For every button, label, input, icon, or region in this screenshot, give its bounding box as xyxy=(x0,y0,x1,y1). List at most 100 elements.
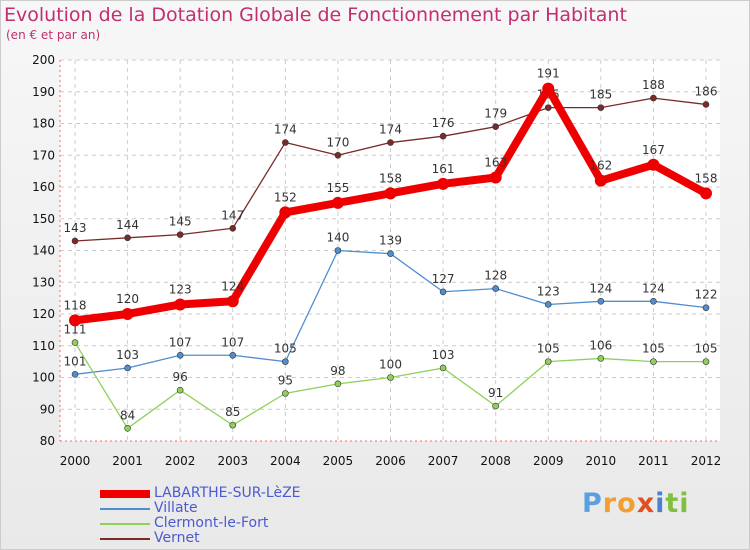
data-point-1-11 xyxy=(650,297,657,305)
data-label-3-9: 191 xyxy=(537,67,560,81)
y-tick-label-7: 150 xyxy=(32,212,55,226)
data-label-0-0: 143 xyxy=(64,221,87,235)
data-point-3-8 xyxy=(489,171,502,184)
data-point-1-9 xyxy=(544,301,552,308)
data-point-2-10 xyxy=(597,355,605,362)
data-label-2-7: 103 xyxy=(432,348,455,362)
data-point-3-0 xyxy=(69,314,81,327)
series-villate: 101 103 107 107 105 140 139 127 128 123 124 124 122 xyxy=(64,231,718,378)
x-tick-label-1: 2001 xyxy=(112,454,143,468)
data-label-1-12: 122 xyxy=(695,288,718,302)
x-tick-label-3: 2003 xyxy=(217,454,248,468)
data-label-3-5: 155 xyxy=(326,181,349,195)
data-label-2-10: 106 xyxy=(589,338,612,352)
data-label-3-0: 118 xyxy=(64,298,87,312)
x-tick-label-4: 2004 xyxy=(270,454,301,468)
data-label-0-11: 188 xyxy=(642,78,665,92)
legend-swatch-1 xyxy=(100,507,150,510)
legend-label-2: Clermont-le-Fort xyxy=(154,515,269,531)
data-label-0-5: 170 xyxy=(326,135,349,149)
data-label-1-0: 101 xyxy=(64,354,87,368)
y-tick-label-9: 170 xyxy=(32,148,55,162)
data-point-2-1 xyxy=(124,424,131,432)
data-point-2-12 xyxy=(702,358,710,365)
data-point-3-7 xyxy=(437,177,450,190)
x-tick-label-0: 2000 xyxy=(60,454,91,468)
data-label-3-1: 120 xyxy=(116,292,139,306)
data-label-1-1: 103 xyxy=(116,348,139,362)
data-label-0-7: 176 xyxy=(432,116,455,130)
data-point-0-6 xyxy=(387,139,394,146)
data-point-2-3 xyxy=(229,421,237,429)
legend-swatch-0 xyxy=(100,489,150,498)
chart-subtitle: (en € et par an) xyxy=(6,28,101,42)
legend-item-1: Villate xyxy=(100,501,301,516)
data-label-1-9: 123 xyxy=(537,284,560,298)
data-label-2-11: 105 xyxy=(642,342,665,356)
data-label-1-2: 107 xyxy=(169,335,192,349)
chart-title: Evolution de la Dotation Globale de Fonc… xyxy=(4,4,627,26)
data-point-0-2 xyxy=(176,231,184,238)
data-point-2-6 xyxy=(387,374,394,381)
data-label-0-6: 174 xyxy=(379,123,402,137)
x-tick-label-2: 2002 xyxy=(165,454,196,468)
data-point-0-12 xyxy=(702,101,710,108)
legend-label-3: Vernet xyxy=(154,530,200,546)
data-label-2-3: 85 xyxy=(225,405,240,419)
data-label-0-12: 186 xyxy=(695,84,718,98)
data-label-0-2: 145 xyxy=(169,215,192,229)
data-label-2-2: 96 xyxy=(173,370,188,384)
data-point-3-3 xyxy=(226,295,239,308)
data-label-2-12: 105 xyxy=(695,342,718,356)
data-label-2-4: 95 xyxy=(278,373,293,387)
data-label-1-4: 105 xyxy=(274,342,297,356)
data-label-3-4: 152 xyxy=(274,190,297,204)
data-point-2-9 xyxy=(544,358,552,365)
data-point-2-11 xyxy=(650,358,657,365)
logo-letter-3: x xyxy=(636,488,656,519)
data-point-0-3 xyxy=(229,224,237,232)
data-point-0-10 xyxy=(597,104,605,111)
data-label-3-7: 161 xyxy=(432,162,455,176)
legend-item-2: Clermont-le-Fort xyxy=(100,516,301,531)
data-point-2-8 xyxy=(492,402,499,410)
x-tick-label-9: 2009 xyxy=(533,454,564,468)
data-label-3-2: 123 xyxy=(169,282,192,296)
data-label-2-1: 84 xyxy=(120,408,135,422)
legend-swatch-2 xyxy=(100,522,150,525)
data-point-1-2 xyxy=(176,351,184,359)
data-label-2-5: 98 xyxy=(330,364,345,378)
data-point-1-8 xyxy=(492,285,499,292)
data-point-0-9 xyxy=(544,104,552,111)
series-labarthe-sur-l-ze: 118 120 123 124 152 155 158 161 163 191 162 167 158 xyxy=(64,67,717,327)
data-label-3-11: 167 xyxy=(642,143,665,157)
logo-letter-5: t xyxy=(665,488,680,519)
data-point-2-0 xyxy=(71,339,79,346)
data-label-1-7: 127 xyxy=(432,272,455,286)
data-point-1-4 xyxy=(282,358,289,365)
logo-letter-0: P xyxy=(582,488,603,519)
x-tick-label-11: 2011 xyxy=(638,454,669,468)
y-tick-label-8: 160 xyxy=(32,180,55,194)
data-point-1-12 xyxy=(702,304,710,311)
y-tick-label-12: 200 xyxy=(32,53,55,67)
data-point-3-11 xyxy=(647,158,660,171)
y-tick-label-2: 100 xyxy=(32,371,55,385)
data-point-3-5 xyxy=(331,196,344,209)
data-label-1-8: 128 xyxy=(484,269,507,283)
logo-letter-4: i xyxy=(655,488,666,519)
data-point-2-4 xyxy=(282,390,289,397)
y-tick-label-5: 130 xyxy=(32,275,55,289)
data-label-0-4: 174 xyxy=(274,123,297,137)
legend-item-3: Vernet xyxy=(100,531,301,546)
legend-label-1: Villate xyxy=(154,500,198,516)
data-label-1-6: 139 xyxy=(379,234,402,248)
data-point-2-7 xyxy=(439,364,447,372)
x-tick-label-7: 2007 xyxy=(428,454,459,468)
data-label-2-6: 100 xyxy=(379,358,402,372)
data-label-0-1: 144 xyxy=(116,218,139,232)
data-point-2-5 xyxy=(334,380,342,388)
data-point-3-10 xyxy=(594,174,607,187)
